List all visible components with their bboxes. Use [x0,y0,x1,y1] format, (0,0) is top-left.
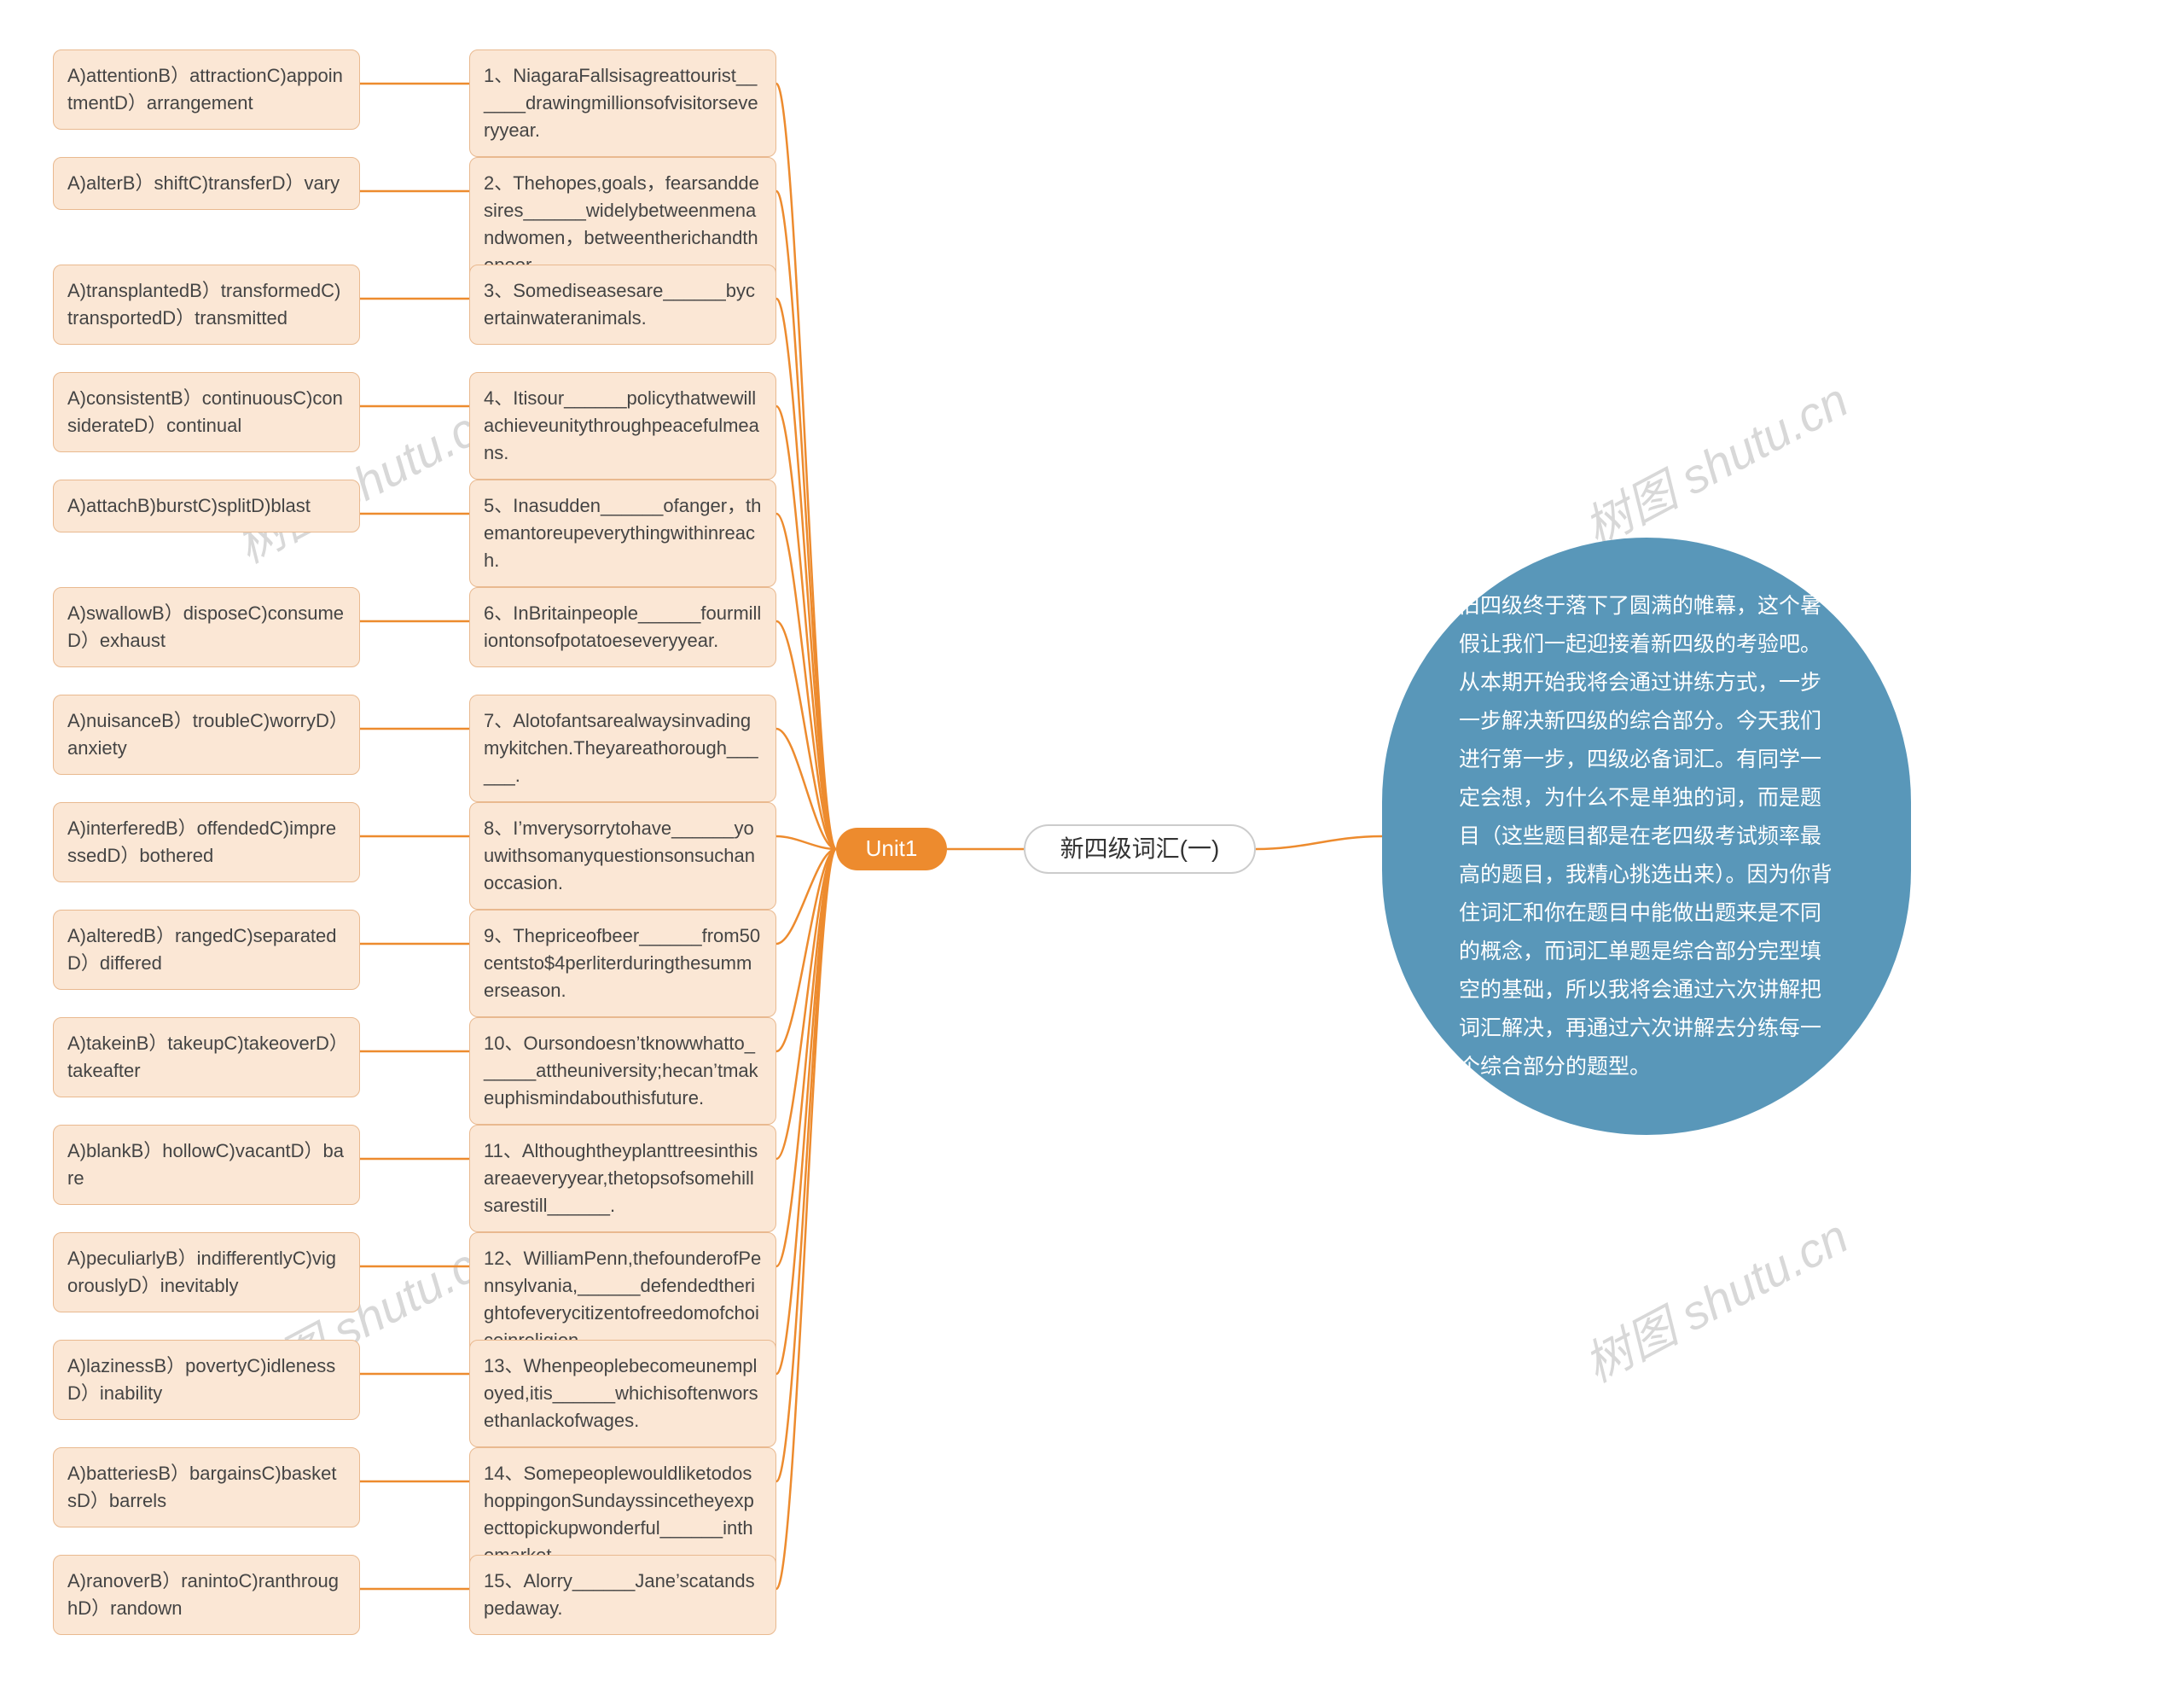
unit-node[interactable]: Unit1 [836,828,947,870]
question-node[interactable]: 11、Althoughtheyplanttreesinthisareaevery… [469,1125,776,1232]
side-text: 旧四级终于落下了圆满的帷幕，这个暑假让我们一起迎接着新四级的考验吧。从本期开始我… [1459,587,1834,1086]
answer-node[interactable]: A)takeinB）takeupC)takeoverD）takeafter [53,1017,360,1097]
watermark: 树图 shutu.cn [1571,1199,1859,1396]
question-node[interactable]: 3、Somediseasesare______bycertainwaterani… [469,265,776,345]
answer-node[interactable]: A)attachB)burstC)splitD)blast [53,480,360,532]
root-label: 新四级词汇(一) [1060,832,1220,867]
answer-node[interactable]: A)nuisanceB）troubleC)worryD）anxiety [53,695,360,775]
question-node[interactable]: 4、Itisour______policythatwewillachieveun… [469,372,776,480]
question-node[interactable]: 15、Alorry______Jane’scatandspedaway. [469,1555,776,1635]
question-node[interactable]: 5、Inasudden______ofanger，themantoreupeve… [469,480,776,587]
answer-node[interactable]: A)swallowB）disposeC)consumeD）exhaust [53,587,360,667]
root-node[interactable]: 新四级词汇(一) [1024,824,1256,874]
question-node[interactable]: 6、InBritainpeople______fourmilliontonsof… [469,587,776,667]
question-node[interactable]: 10、Oursondoesn’tknowwhatto______attheuni… [469,1017,776,1125]
answer-node[interactable]: A)blankB）hollowC)vacantD）bare [53,1125,360,1205]
answer-node[interactable]: A)peculiarlyB）indifferentlyC)vigorouslyD… [53,1232,360,1312]
answer-node[interactable]: A)attentionB）attractionC)appointmentD）ar… [53,49,360,130]
answer-node[interactable]: A)interferedB）offendedC)impressedD）bothe… [53,802,360,882]
watermark: 树图 shutu.cn [1571,363,1859,560]
answer-node[interactable]: A)ranoverB）ranintoC)ranthroughD）randown [53,1555,360,1635]
question-node[interactable]: 13、Whenpeoplebecomeunemployed,itis______… [469,1340,776,1447]
question-node[interactable]: 7、Alotofantsarealwaysinvadingmykitchen.T… [469,695,776,802]
side-paragraph: 旧四级终于落下了圆满的帷幕，这个暑假让我们一起迎接着新四级的考验吧。从本期开始我… [1382,538,1911,1135]
answer-node[interactable]: A)batteriesB）bargainsC)basketsD）barrels [53,1447,360,1527]
answer-node[interactable]: A)consistentB）continuousC)considerateD）c… [53,372,360,452]
answer-node[interactable]: A)transplantedB）transformedC)transported… [53,265,360,345]
question-node[interactable]: 8、I’mverysorrytohave______youwithsomanyq… [469,802,776,910]
answer-node[interactable]: A)lazinessB）povertyC)idlenessD）inability [53,1340,360,1420]
question-node[interactable]: 9、Thepriceofbeer______from50centsto$4per… [469,910,776,1017]
answer-node[interactable]: A)alterB）shiftC)transferD）vary [53,157,360,210]
unit-label: Unit1 [866,833,918,865]
answer-node[interactable]: A)alteredB）rangedC)separatedD）differed [53,910,360,990]
question-node[interactable]: 1、NiagaraFallsisagreattourist______drawi… [469,49,776,157]
